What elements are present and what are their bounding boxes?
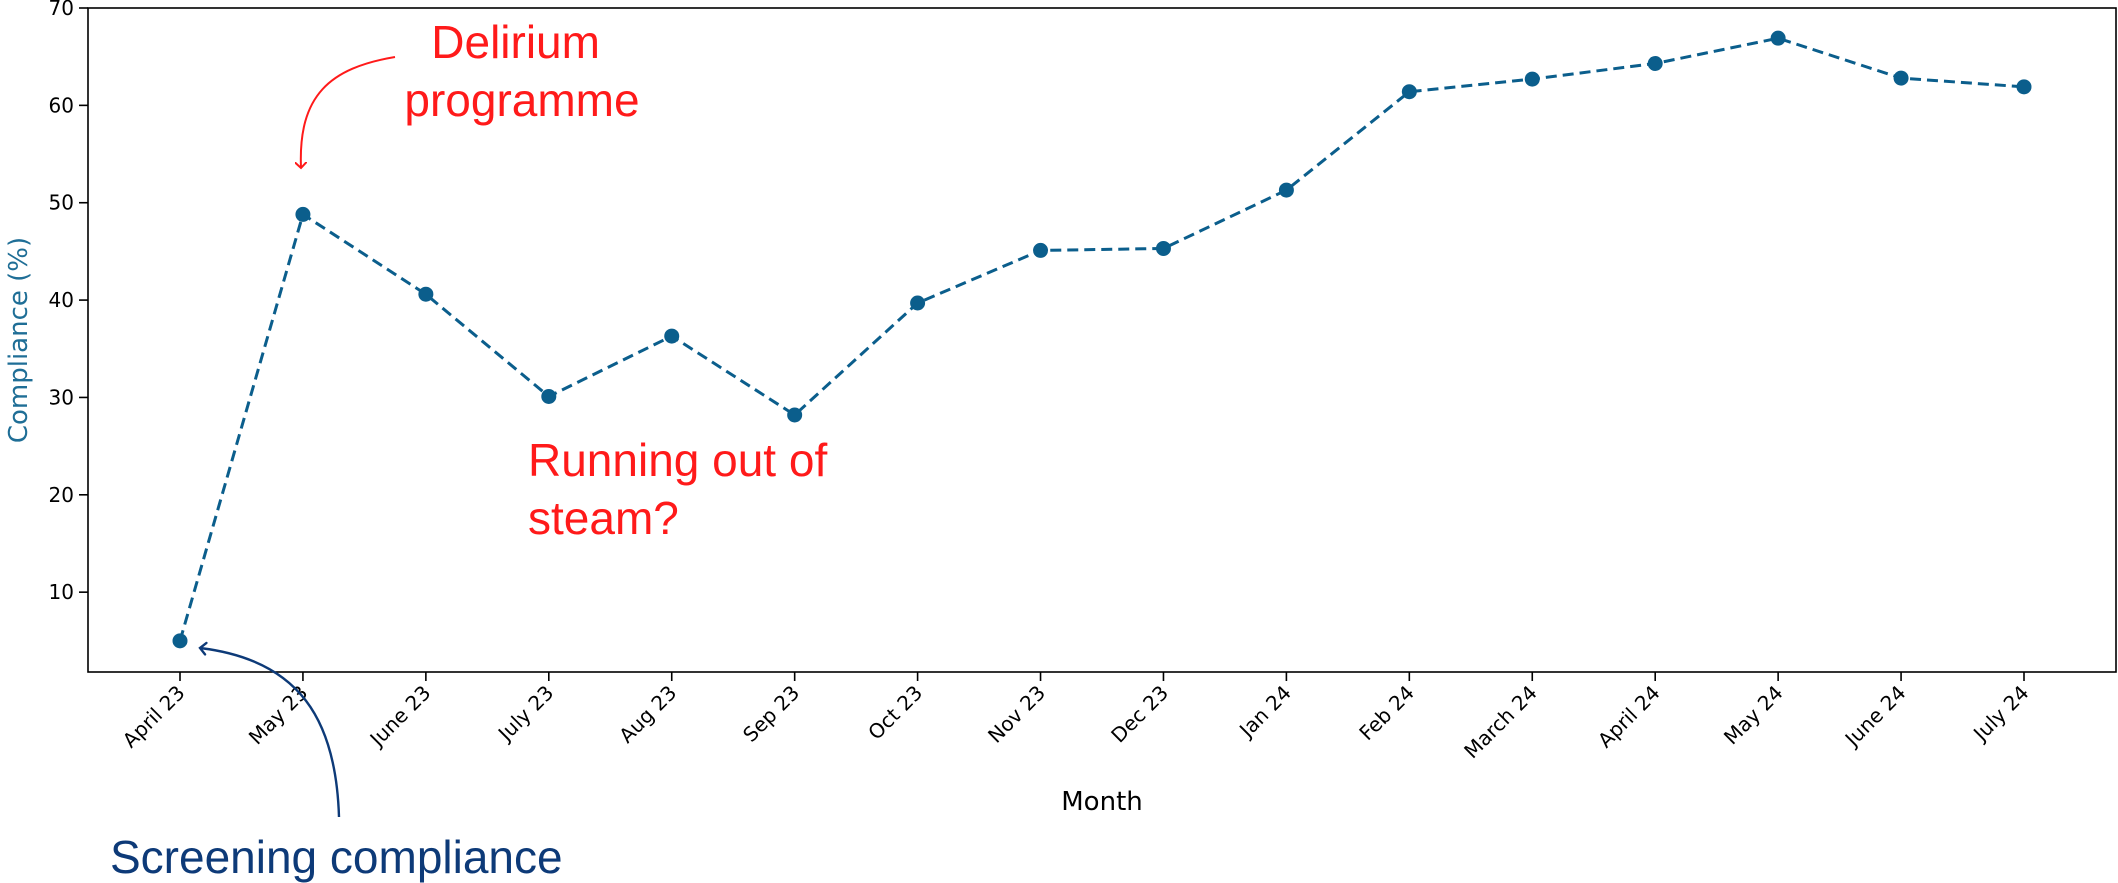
- data-point: [1033, 242, 1049, 258]
- data-point: [787, 407, 803, 423]
- y-tick-label: 50: [49, 191, 74, 215]
- x-tick-label: May 24: [1719, 681, 1788, 750]
- y-tick-label: 70: [49, 0, 74, 20]
- data-point: [2016, 79, 2032, 95]
- data-points: [172, 30, 2032, 649]
- data-point: [1524, 71, 1540, 87]
- plot-frame: [87, 7, 2117, 673]
- data-point: [1278, 182, 1294, 198]
- y-tick-label: 40: [49, 288, 74, 312]
- x-tick-label: Sep 23: [738, 681, 804, 747]
- data-point: [1893, 70, 1909, 86]
- y-axis-title: Compliance (%): [4, 237, 34, 443]
- y-tick-label: 30: [49, 385, 74, 409]
- x-tick-label: Feb 24: [1354, 681, 1419, 746]
- data-point: [1401, 84, 1417, 100]
- x-tick-label: Nov 23: [983, 681, 1050, 748]
- x-tick-label: May 23: [244, 681, 313, 750]
- annotation-steam: Running out of steam?: [528, 434, 840, 544]
- x-axis-title: Month: [1061, 787, 1143, 817]
- compliance-series-line: [178, 36, 2025, 642]
- x-axis: April 23 May 23 June 23 July 23 Aug 23 Sep 23…: [118, 672, 2034, 763]
- data-point: [295, 206, 311, 222]
- data-point: [1647, 55, 1663, 71]
- x-tick-label: Dec 23: [1106, 681, 1173, 748]
- annotation-delirium-arrow: [301, 56, 396, 168]
- y-tick-label: 10: [49, 580, 74, 604]
- x-tick-label: April 24: [1593, 681, 1665, 753]
- x-tick-label: July 23: [492, 681, 558, 747]
- x-tick-label: Oct 23: [863, 681, 927, 745]
- data-point: [910, 295, 926, 311]
- annotation-screening: Screening compliance: [110, 831, 563, 883]
- y-tick-label: 60: [49, 93, 74, 117]
- data-point: [1155, 240, 1171, 256]
- data-point: [172, 633, 188, 649]
- y-tick-label: 20: [49, 483, 74, 507]
- annotation-delirium: Delirium programme: [404, 16, 639, 126]
- x-tick-label: Jan 24: [1233, 681, 1296, 744]
- x-tick-label: Aug 23: [614, 681, 681, 748]
- x-tick-label: April 23: [118, 681, 190, 753]
- annotation-screening-arrow: [200, 648, 341, 818]
- x-tick-label: June 23: [364, 681, 436, 753]
- data-point: [541, 388, 557, 404]
- x-tick-label: July 24: [1967, 681, 2033, 747]
- y-axis: 10 20 30 40 50 60 70: [49, 0, 88, 604]
- data-point: [664, 328, 680, 344]
- data-point: [418, 286, 434, 302]
- x-tick-label: June 24: [1839, 681, 1911, 753]
- x-tick-label: March 24: [1459, 681, 1542, 764]
- data-point: [1770, 30, 1786, 46]
